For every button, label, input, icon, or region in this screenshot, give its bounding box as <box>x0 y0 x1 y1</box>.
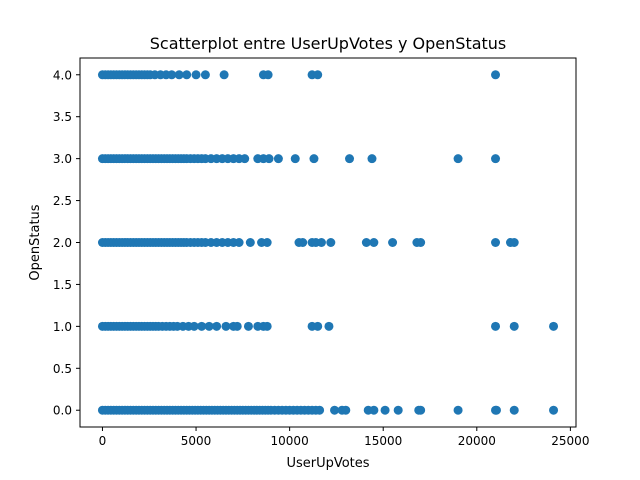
data-point <box>345 154 355 164</box>
data-point <box>219 70 229 80</box>
x-axis-ticks: 0 5000 10000 15000 20000 25000 <box>99 427 589 448</box>
y-tick-label: 1.5 <box>53 278 72 292</box>
data-point <box>491 154 501 164</box>
data-point <box>393 405 403 415</box>
data-point <box>388 238 398 247</box>
data-point <box>367 154 377 164</box>
data-point <box>330 405 340 415</box>
y-tick-label: 1.0 <box>53 320 72 334</box>
data-point <box>243 321 253 331</box>
data-point <box>453 405 463 415</box>
data-point <box>264 154 274 164</box>
x-tick-label: 10000 <box>271 434 309 448</box>
data-point <box>549 405 559 415</box>
data-point <box>549 321 559 331</box>
x-tick-label: 15000 <box>364 434 402 448</box>
data-point <box>167 70 177 80</box>
data-points <box>97 70 559 415</box>
y-tick-label: 2.5 <box>53 194 72 208</box>
data-point <box>204 321 214 331</box>
data-point <box>263 70 273 80</box>
x-tick-label: 25000 <box>551 434 589 448</box>
data-point <box>509 321 519 331</box>
data-point <box>416 405 426 415</box>
data-point <box>491 238 501 247</box>
data-point <box>200 70 210 80</box>
data-point <box>313 70 323 80</box>
data-point <box>245 238 255 247</box>
data-point <box>369 405 379 415</box>
data-point <box>326 238 336 247</box>
x-tick-label: 5000 <box>181 434 212 448</box>
x-tick-label: 20000 <box>458 434 496 448</box>
data-point <box>232 321 242 331</box>
x-axis-label: UserUpVotes <box>286 456 369 471</box>
data-point <box>341 405 351 415</box>
data-point <box>361 238 371 247</box>
data-point <box>309 154 319 164</box>
data-point <box>324 321 334 331</box>
plot-area-frame <box>79 57 577 428</box>
data-point <box>221 321 231 331</box>
y-tick-label: 3.0 <box>53 152 72 166</box>
y-tick-label: 3.5 <box>53 110 72 124</box>
y-tick-label: 0.0 <box>53 404 72 418</box>
y-tick-label: 0.5 <box>53 362 72 376</box>
data-point <box>262 238 272 247</box>
data-point <box>416 238 426 247</box>
data-point <box>491 321 501 331</box>
data-point <box>491 405 501 415</box>
y-axis-label: OpenStatus <box>28 204 43 280</box>
data-point <box>369 238 379 247</box>
x-tick-label: 0 <box>99 434 107 448</box>
data-point <box>509 405 519 415</box>
data-point <box>509 238 519 247</box>
data-point <box>234 238 244 247</box>
y-tick-label: 4.0 <box>53 68 72 82</box>
y-tick-label: 2.0 <box>53 236 72 250</box>
data-point <box>491 70 501 80</box>
data-point <box>298 238 308 247</box>
data-point <box>380 405 390 415</box>
data-point <box>212 321 222 331</box>
data-point <box>174 70 184 80</box>
chart-title: Scatterplot entre UserUpVotes y OpenStat… <box>150 34 507 53</box>
data-point <box>453 154 463 164</box>
data-point <box>182 70 192 80</box>
data-point <box>315 405 325 415</box>
data-point <box>191 70 201 80</box>
data-point <box>197 321 207 331</box>
data-point <box>313 321 323 331</box>
data-point <box>262 321 272 331</box>
data-point <box>240 154 250 164</box>
data-point <box>290 154 300 164</box>
y-axis-ticks: 0.0 0.5 1.0 1.5 2.0 2.5 3.0 3.5 4.0 <box>53 68 80 418</box>
data-point <box>189 321 199 331</box>
data-point <box>316 238 326 247</box>
data-point <box>273 154 283 164</box>
